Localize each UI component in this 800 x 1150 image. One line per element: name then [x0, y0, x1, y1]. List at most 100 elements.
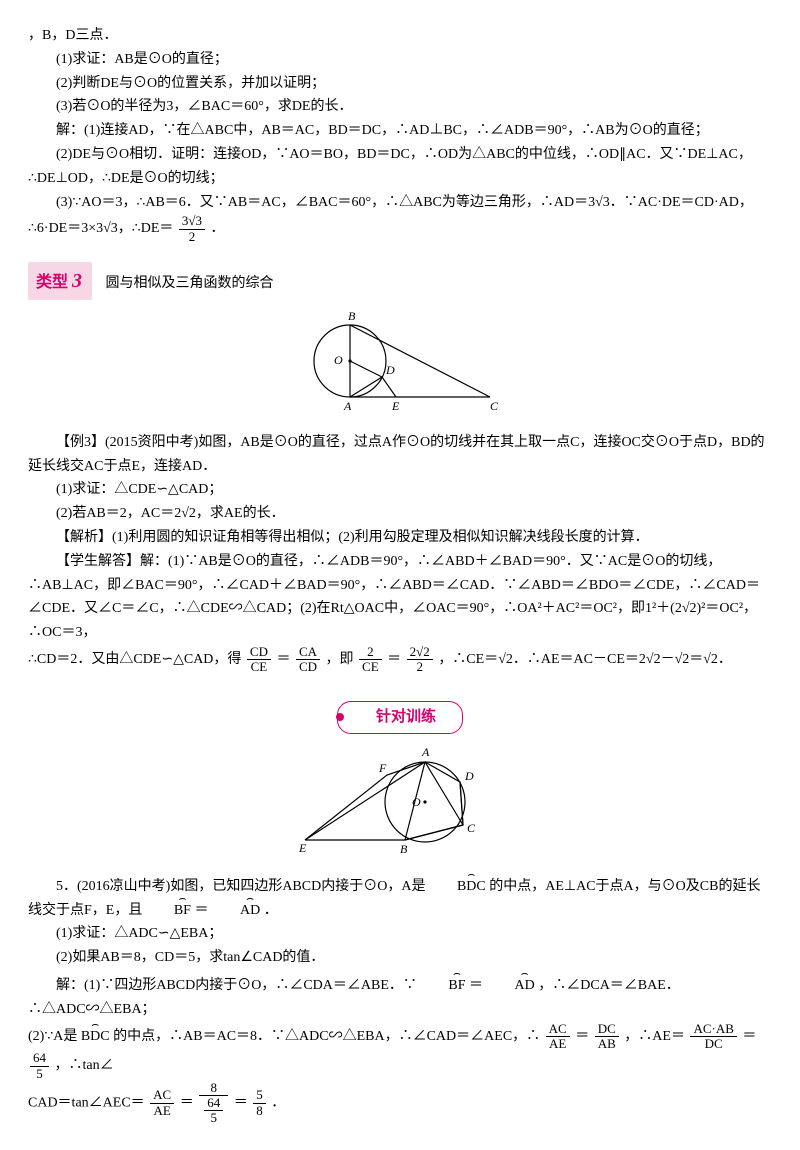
- frac-8-over-64-5: 8 64 5: [199, 1081, 228, 1126]
- frac-inner-64-5: 64 5: [204, 1096, 223, 1126]
- frac-den: AB: [595, 1037, 619, 1051]
- frac-den: AE: [150, 1104, 174, 1118]
- ex3-solution: 【学生解答】解：(1)∵AB是⊙O的直径，∴∠ADB＝90°，∴∠ABD＋∠BA…: [28, 550, 772, 645]
- frac-den: 64 5: [199, 1096, 228, 1126]
- fig2-label-b: B: [400, 842, 408, 856]
- frac-2-ce: 2 CE: [359, 645, 382, 675]
- arc-bdc2: BDC: [81, 1025, 110, 1049]
- fig1-label-b: B: [348, 309, 356, 323]
- ex3-solution-line2: ∴CD＝2．又由△CDE∽△CAD，得 CD CE ＝ CA CD ，即 2 C…: [28, 645, 772, 675]
- q5-sol2: (2)∵A是 BDC 的中点，∴AB＝AC＝8．∵△ADC∽△EBA，∴∠CAD…: [28, 1022, 772, 1081]
- frac-num: 8: [199, 1081, 228, 1096]
- type3-badge-num: 3: [72, 270, 82, 292]
- frac-num: AC·AB: [690, 1022, 736, 1037]
- q5-sol2a: (2)∵A是: [28, 1029, 77, 1044]
- q5-sol1a: 解：(1)∵四边形ABCD内接于⊙O，∴∠CDA＝∠ABE．∵: [56, 978, 417, 993]
- ex3-p6-post: ，∴CE＝√2．∴AE＝AC－CE＝2√2－√2＝√2．: [438, 652, 732, 667]
- eq: ＝: [194, 903, 208, 918]
- fig1-dot-o: [348, 359, 351, 362]
- fig2-ae: [305, 762, 425, 840]
- intro-line-3: (3)若⊙O的半径为3，∠BAC＝60°，求DE的长．: [28, 95, 772, 119]
- frac-num: 64: [204, 1096, 223, 1111]
- eq: ＝: [234, 1095, 248, 1110]
- fig2-ac: [425, 762, 463, 825]
- practice-header: 针对训练: [28, 701, 772, 735]
- q5-p1c: ．: [264, 903, 278, 918]
- frac-acab-dc: AC·AB DC: [690, 1022, 736, 1052]
- frac-den: CD: [296, 660, 320, 674]
- type3-badge: 类型 3: [28, 262, 92, 300]
- intro-sol-2: (2)DE与⊙O相切．证明：连接OD，∵AO＝BO，BD＝DC，∴OD为△ABC…: [28, 143, 772, 191]
- frac-num: 64: [30, 1051, 49, 1066]
- ex3-stem: 【例3】(2015资阳中考)如图，AB是⊙O的直径，过点A作⊙O的切线并在其上取…: [28, 431, 772, 479]
- arc-bf2: BF: [420, 974, 465, 998]
- eq: ＝: [742, 1029, 756, 1044]
- frac-den: CE: [359, 660, 382, 674]
- eq: ＝: [469, 978, 483, 993]
- frac-num: AC: [150, 1088, 174, 1103]
- arc-ad: AD: [212, 899, 260, 923]
- frac-2r2-2: 2√2 2: [407, 645, 433, 675]
- frac-cd-ce: CD CE: [247, 645, 271, 675]
- fig2-label-a: A: [421, 745, 430, 759]
- eq: ＝: [276, 652, 290, 667]
- type3-badge-text: 类型: [36, 274, 68, 291]
- intro-sol-3b-pre: ∴6·DE＝3×3√3，∴DE＝: [28, 221, 173, 236]
- q5-sol1: 解：(1)∵四边形ABCD内接于⊙O，∴∠CDA＝∠ABE．∵ BF ＝ AD …: [28, 974, 772, 1022]
- q5-sol2c: ，∴AE＝: [624, 1029, 685, 1044]
- type3-subtitle: 圆与相似及三角函数的综合: [106, 276, 274, 291]
- practice-label: 针对训练: [358, 704, 448, 732]
- intro-sol-3b: ∴6·DE＝3×3√3，∴DE＝ 3√3 2 ．: [28, 214, 772, 244]
- frac-num: AC: [546, 1022, 570, 1037]
- frac-ac-ae2: AC AE: [150, 1088, 174, 1118]
- section-type3: 类型 3 圆与相似及三角函数的综合: [28, 262, 772, 300]
- frac-dc-ab: DC AB: [595, 1022, 619, 1052]
- intro-line-2: (2)判断DE与⊙O的位置关系，并加以证明；: [28, 72, 772, 96]
- frac-den: 2: [179, 230, 205, 244]
- frac-den: 5: [204, 1111, 223, 1125]
- fig1-label-e: E: [391, 399, 400, 413]
- q5-sol3a: CAD＝tan∠AEC＝: [28, 1095, 145, 1110]
- arc-ad2: AD: [487, 974, 535, 998]
- frac-5-8: 5 8: [253, 1088, 266, 1118]
- frac-num: 2√2: [407, 645, 433, 660]
- eq: ＝: [180, 1095, 194, 1110]
- q5-sol2d: ，∴tan∠: [55, 1058, 114, 1073]
- fig1-line-ad: [350, 377, 382, 397]
- frac-64-5: 64 5: [30, 1051, 49, 1081]
- frac-num: 3√3: [179, 214, 205, 229]
- fig2-label-f: F: [378, 761, 387, 775]
- fig1-line-de: [382, 377, 396, 397]
- fig2-label-d: D: [464, 769, 474, 783]
- frac-num: DC: [595, 1022, 619, 1037]
- intro-line-0: ，B，D三点．: [28, 24, 772, 48]
- ex3-q2: (2)若AB＝2，AC＝2√2，求AE的长．: [28, 502, 772, 526]
- frac-3root3-over-2: 3√3 2: [179, 214, 205, 244]
- figure-q5: A F D O E B C: [28, 740, 772, 869]
- frac-den: 8: [253, 1104, 266, 1118]
- fig1-label-o: O: [334, 353, 343, 367]
- arc-bdc: BDC: [429, 875, 486, 899]
- fig2-label-e: E: [298, 841, 307, 855]
- fig1-label-c: C: [490, 399, 499, 413]
- ex3-analysis: 【解析】(1)利用圆的知识证角相等得出相似；(2)利用勾股定理及相似知识解决线段…: [28, 526, 772, 550]
- arc-bf: BF: [146, 899, 191, 923]
- practice-pill: 针对训练: [337, 701, 463, 735]
- frac-den: CE: [247, 660, 271, 674]
- fig1-line-od: [350, 361, 382, 377]
- fig1-line-bc: [350, 325, 490, 397]
- fig2-bc: [405, 825, 463, 840]
- frac-den: DC: [690, 1037, 736, 1051]
- q5-q1: (1)求证：△ADC∽△EBA；: [28, 922, 772, 946]
- frac-den: AE: [546, 1037, 570, 1051]
- ex3-p6-pre: ∴CD＝2．又由△CDE∽△CAD，得: [28, 652, 241, 667]
- fig1-label-d: D: [385, 363, 395, 377]
- frac-den: 2: [407, 660, 433, 674]
- intro-line-1: (1)求证：AB是⊙O的直径；: [28, 48, 772, 72]
- q5-sol3b: ．: [271, 1095, 285, 1110]
- fig2-label-o: O: [412, 795, 421, 809]
- frac-ca-cd: CA CD: [296, 645, 320, 675]
- figure-ex3: B O D A E C: [28, 306, 772, 425]
- q5-sol3: CAD＝tan∠AEC＝ AC AE ＝ 8 64 5 ＝ 5 8 ．: [28, 1081, 772, 1126]
- ex3-q1: (1)求证：△CDE∽△CAD；: [28, 478, 772, 502]
